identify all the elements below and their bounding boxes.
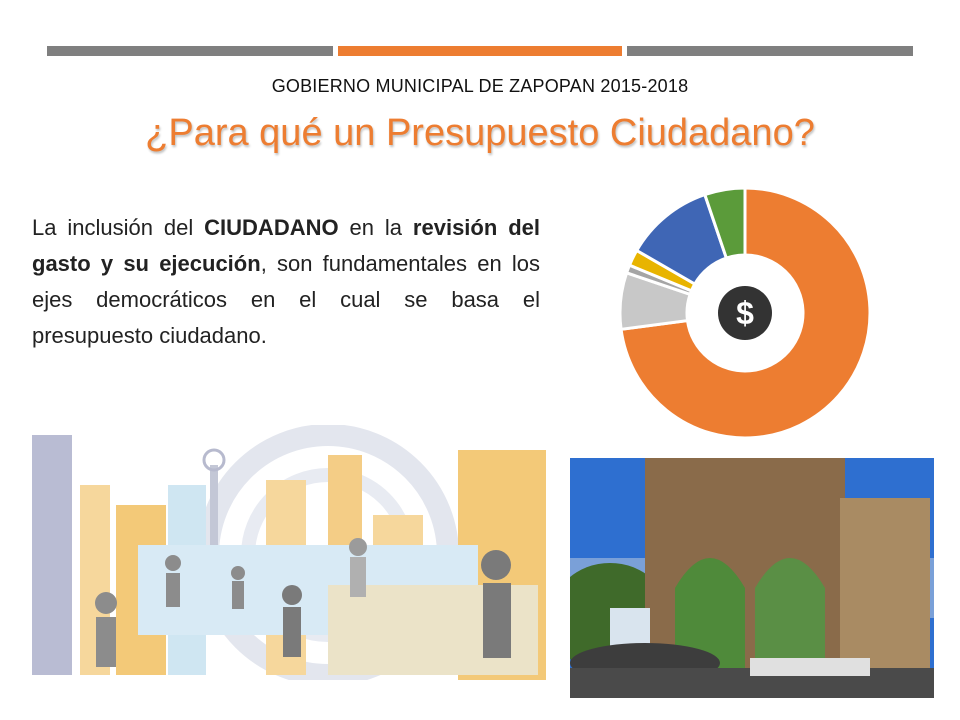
top-bar-center <box>338 46 622 56</box>
donut-segment-0 <box>619 186 872 438</box>
donut-chart: $ <box>618 186 872 438</box>
text-part-1: La inclusión del <box>32 215 205 240</box>
city-people-illustration <box>28 425 546 680</box>
slide-header: GOBIERNO MUNICIPAL DE ZAPOPAN 2015-2018 <box>271 76 689 96</box>
dollar-coin-icon <box>718 286 772 340</box>
donut-segments <box>618 186 872 438</box>
top-bar-left <box>47 46 333 56</box>
bold-revision: revisión del gasto y su ejecución <box>32 215 540 276</box>
top-bar-right <box>627 46 913 56</box>
slide-title: ¿Para qué un Presupuesto Ciudadano? <box>145 112 815 154</box>
text-part-2: en la <box>338 215 413 240</box>
body-paragraph: La inclusión del CIUDADANO en la revisió… <box>32 210 540 354</box>
text-part-3: , son fundamentales en los ejes democrát… <box>32 251 541 348</box>
donut-segment-5 <box>702 186 747 260</box>
arch-fountain-photo <box>570 458 934 698</box>
bold-ciudadano: CIUDADANO <box>204 215 339 240</box>
dollar-sign-icon: $ <box>736 295 754 331</box>
